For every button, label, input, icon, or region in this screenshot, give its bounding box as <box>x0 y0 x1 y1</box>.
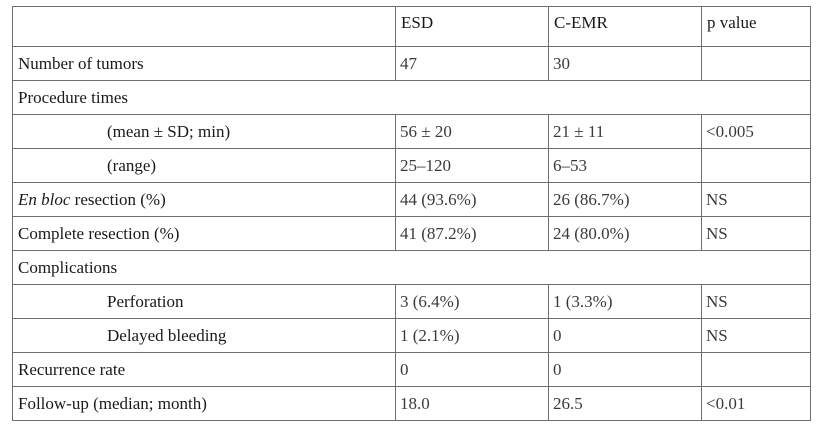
esd-value: 3 (6.4%) <box>395 284 549 319</box>
row-label: Complete resection (%) <box>12 216 396 251</box>
esd-value: 1 (2.1%) <box>395 318 549 353</box>
table-row: En bloc resection (%) 44 (93.6%) 26 (86.… <box>12 182 811 217</box>
header-p-value: p value <box>701 6 811 47</box>
header-esd: ESD <box>395 6 549 47</box>
cemr-value: 0 <box>548 318 702 353</box>
p-value: NS <box>701 182 811 217</box>
row-label: En bloc resection (%) <box>12 182 396 217</box>
cemr-value: 24 (80.0%) <box>548 216 702 251</box>
esd-value: 47 <box>395 46 549 81</box>
p-value <box>701 352 811 387</box>
p-value: NS <box>701 216 811 251</box>
table-header-row: ESD C-EMR p value <box>12 6 811 47</box>
section-label: Complications <box>12 250 811 285</box>
row-label: Perforation <box>12 284 396 319</box>
table-row: Complete resection (%) 41 (87.2%) 24 (80… <box>12 216 811 251</box>
esd-value: 44 (93.6%) <box>395 182 549 217</box>
cemr-value: 21 ± 11 <box>548 114 702 149</box>
cemr-value: 26.5 <box>548 386 702 421</box>
table-row: Recurrence rate 0 0 <box>12 352 811 387</box>
table-section-row: Procedure times <box>12 80 811 115</box>
header-cemr: C-EMR <box>548 6 702 47</box>
cemr-value: 1 (3.3%) <box>548 284 702 319</box>
row-label: (mean ± SD; min) <box>12 114 396 149</box>
table-section-row: Complications <box>12 250 811 285</box>
esd-value: 56 ± 20 <box>395 114 549 149</box>
row-label: (range) <box>12 148 396 183</box>
table-row: Delayed bleeding 1 (2.1%) 0 NS <box>12 318 811 353</box>
table-row: (range) 25–120 6–53 <box>12 148 811 183</box>
section-label: Procedure times <box>12 80 811 115</box>
row-label-rest: resection (%) <box>70 189 166 209</box>
p-value: <0.005 <box>701 114 811 149</box>
table-row: Number of tumors 47 30 <box>12 46 811 81</box>
p-value: NS <box>701 318 811 353</box>
cemr-value: 30 <box>548 46 702 81</box>
esd-value: 41 (87.2%) <box>395 216 549 251</box>
p-value <box>701 148 811 183</box>
cemr-value: 0 <box>548 352 702 387</box>
row-label-italic: En bloc <box>18 189 71 209</box>
table-row: Perforation 3 (6.4%) 1 (3.3%) NS <box>12 284 811 319</box>
esd-value: 18.0 <box>395 386 549 421</box>
esd-value: 25–120 <box>395 148 549 183</box>
table-row: (mean ± SD; min) 56 ± 20 21 ± 11 <0.005 <box>12 114 811 149</box>
p-value: <0.01 <box>701 386 811 421</box>
header-label-cell <box>12 6 396 47</box>
row-label: Delayed bleeding <box>12 318 396 353</box>
esd-value: 0 <box>395 352 549 387</box>
row-label: Follow-up (median; month) <box>12 386 396 421</box>
cemr-value: 6–53 <box>548 148 702 183</box>
table-row: Follow-up (median; month) 18.0 26.5 <0.0… <box>12 386 811 421</box>
comparison-table: ESD C-EMR p value Number of tumors 47 30… <box>12 6 811 421</box>
row-label: Recurrence rate <box>12 352 396 387</box>
row-label: Number of tumors <box>12 46 396 81</box>
cemr-value: 26 (86.7%) <box>548 182 702 217</box>
p-value: NS <box>701 284 811 319</box>
p-value <box>701 46 811 81</box>
